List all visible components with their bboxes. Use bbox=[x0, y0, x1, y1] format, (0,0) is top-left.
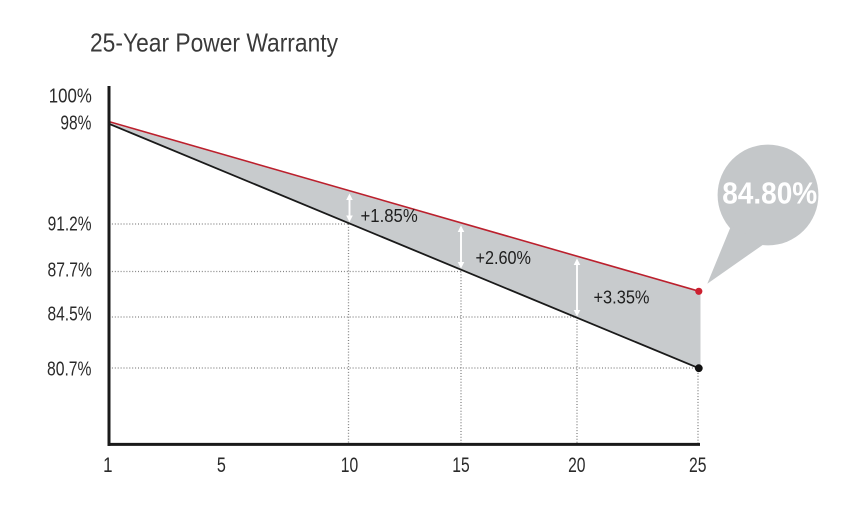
svg-text:87.7%: 87.7% bbox=[48, 259, 93, 282]
svg-text:+2.60%: +2.60% bbox=[476, 248, 532, 268]
svg-text:98%: 98% bbox=[60, 112, 91, 135]
svg-text:+3.35%: +3.35% bbox=[594, 287, 650, 307]
svg-text:+1.85%: +1.85% bbox=[361, 206, 418, 226]
svg-text:84.5%: 84.5% bbox=[48, 303, 92, 326]
svg-text:80.7%: 80.7% bbox=[47, 358, 92, 381]
svg-text:100%: 100% bbox=[49, 85, 92, 108]
svg-text:84.80%: 84.80% bbox=[722, 175, 817, 210]
svg-text:25-Year Power Warranty: 25-Year Power Warranty bbox=[90, 27, 338, 57]
svg-text:5: 5 bbox=[217, 454, 226, 477]
svg-text:15: 15 bbox=[452, 454, 469, 477]
svg-text:91.2%: 91.2% bbox=[48, 212, 92, 235]
svg-text:20: 20 bbox=[568, 454, 585, 477]
svg-text:1: 1 bbox=[103, 454, 112, 477]
svg-text:25: 25 bbox=[689, 454, 707, 477]
svg-text:10: 10 bbox=[341, 454, 358, 477]
